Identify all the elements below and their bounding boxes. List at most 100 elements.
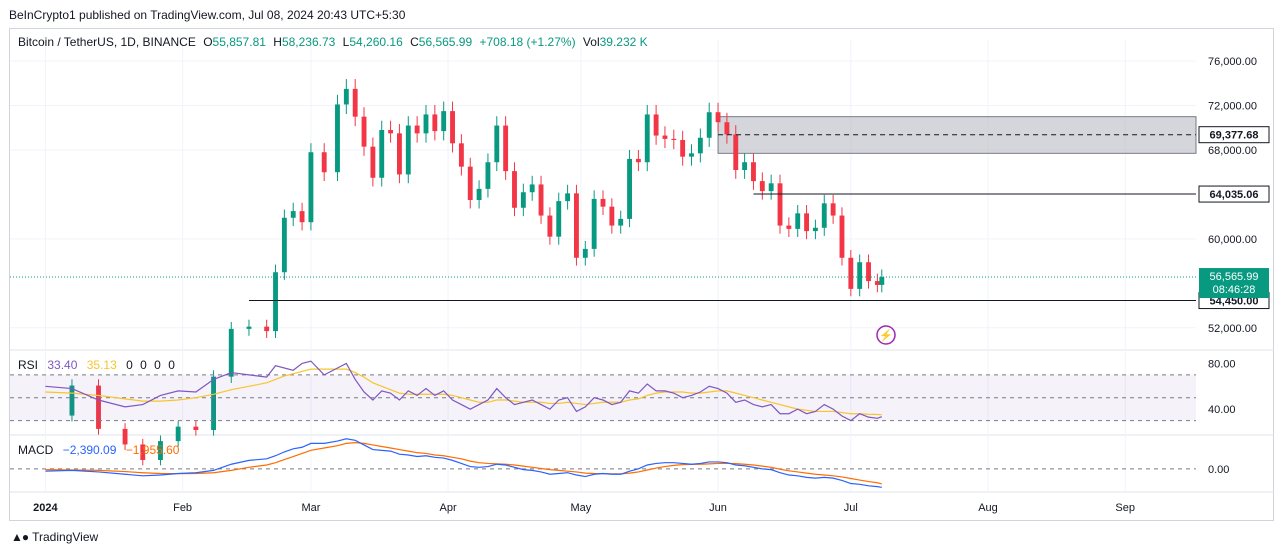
- rsi-extra-0: 0: [126, 358, 133, 372]
- candle-body: [281, 217, 287, 273]
- candle-body: [786, 225, 792, 229]
- macd-value: −2,390.09: [62, 443, 117, 457]
- symbol-name[interactable]: Bitcoin / TetherUS, 1D, BINANCE: [18, 35, 196, 49]
- candle-body: [379, 130, 385, 178]
- tradingview-logo-text: TradingView: [32, 530, 99, 544]
- time-tick-label: Jul: [844, 502, 858, 514]
- level-label: 69,377.68: [1210, 130, 1259, 142]
- candle-body: [264, 326, 270, 332]
- macd-tick-label: 0.00: [1208, 464, 1229, 476]
- candle-body: [715, 112, 721, 123]
- candle-body: [706, 112, 712, 138]
- level-tag: [1198, 126, 1270, 144]
- candle-body: [405, 125, 411, 175]
- candle-body: [866, 262, 871, 282]
- candle-body: [724, 122, 730, 135]
- candle-body: [396, 133, 402, 175]
- low-key: L: [342, 35, 350, 49]
- candle-body: [158, 441, 163, 460]
- candle-body: [848, 257, 854, 289]
- time-tick-label: Sep: [1115, 502, 1135, 514]
- candle-body: [529, 184, 535, 193]
- candle-body: [388, 130, 394, 134]
- rsi-ma-line: [45, 368, 882, 416]
- candle-body: [874, 281, 880, 285]
- macd-signal-value: −1,955.60: [125, 443, 180, 457]
- chart-frame: [9, 28, 1274, 521]
- candle-body: [644, 114, 650, 163]
- close-value: 56,565.99: [418, 35, 473, 49]
- candle-body: [804, 213, 810, 232]
- price-tick-label: 60,000.00: [1208, 234, 1257, 246]
- candle-body: [512, 171, 517, 208]
- candle-body: [520, 192, 526, 208]
- macd-name[interactable]: MACD: [18, 443, 54, 457]
- candle-body: [414, 125, 420, 134]
- last-price-tag: [1199, 268, 1269, 299]
- candle-body: [343, 88, 349, 105]
- candle-body: [450, 111, 455, 144]
- high-key: H: [273, 35, 282, 49]
- candle-body: [96, 385, 101, 429]
- price-tick-label: 68,000.00: [1208, 145, 1257, 157]
- candle-body: [812, 227, 818, 232]
- candle-body: [671, 138, 677, 140]
- candle-body: [680, 140, 686, 157]
- low-value: 54,260.16: [349, 35, 403, 49]
- time-tick-label: 2024: [33, 502, 58, 514]
- candle-body: [689, 153, 694, 157]
- rsi-name[interactable]: RSI: [18, 358, 39, 372]
- rsi-extra-2: 0: [154, 358, 161, 372]
- tradingview-logo[interactable]: ▲● TradingView: [11, 530, 98, 544]
- lightning-glyph: ⚡: [879, 329, 893, 342]
- candle-body: [423, 114, 429, 134]
- open-key: O: [203, 35, 213, 49]
- volume-key: Vol: [582, 35, 600, 49]
- last-price-label: 56,565.99: [1210, 271, 1259, 283]
- candle-body: [494, 125, 500, 163]
- candle-body: [733, 134, 739, 170]
- candle-body: [370, 146, 376, 178]
- candle-body: [335, 104, 340, 173]
- close-key: C: [410, 35, 419, 49]
- tradingview-logo-icon: ▲●: [11, 530, 29, 544]
- candle-body: [352, 88, 358, 117]
- candle-body: [618, 218, 624, 226]
- candle-body: [556, 201, 562, 237]
- macd-line: [45, 438, 882, 488]
- candle-body: [759, 181, 765, 192]
- candle-body: [458, 143, 464, 167]
- volume-value: 39.232 K: [599, 35, 648, 49]
- candle-body: [246, 326, 252, 329]
- time-tick-label: Apr: [440, 502, 457, 514]
- candle-body: [290, 211, 296, 218]
- candle-body: [830, 203, 836, 216]
- candle-body: [751, 162, 756, 182]
- candle-body: [697, 137, 703, 154]
- time-tick-label: Feb: [173, 502, 192, 514]
- candle-body: [574, 193, 579, 258]
- candle-body: [441, 111, 447, 132]
- candle-body: [565, 193, 571, 202]
- time-tick-label: Mar: [301, 502, 320, 514]
- candle-body: [432, 114, 438, 132]
- candle-body: [609, 206, 615, 226]
- level-tag: [1198, 185, 1270, 203]
- rsi-tick-label: 80.00: [1208, 358, 1236, 370]
- candle-body: [122, 428, 128, 445]
- time-tick-label: Aug: [978, 502, 998, 514]
- candle-body: [635, 158, 641, 163]
- candle-body: [582, 248, 588, 258]
- candle-body: [768, 183, 774, 192]
- rsi-line: [45, 360, 883, 422]
- symbol-legend: Bitcoin / TetherUS, 1D, BINANCE O55,857.…: [18, 35, 648, 49]
- time-tick-label: May: [570, 502, 591, 514]
- candle-body: [627, 158, 632, 219]
- price-tick-label: 52,000.00: [1208, 323, 1257, 335]
- candle-body: [69, 385, 75, 416]
- rsi-legend: RSI 33.40 35.13 0 0 0 0: [18, 358, 179, 372]
- candle-body: [653, 114, 659, 136]
- candle-body: [467, 166, 473, 200]
- candle-body: [476, 188, 482, 200]
